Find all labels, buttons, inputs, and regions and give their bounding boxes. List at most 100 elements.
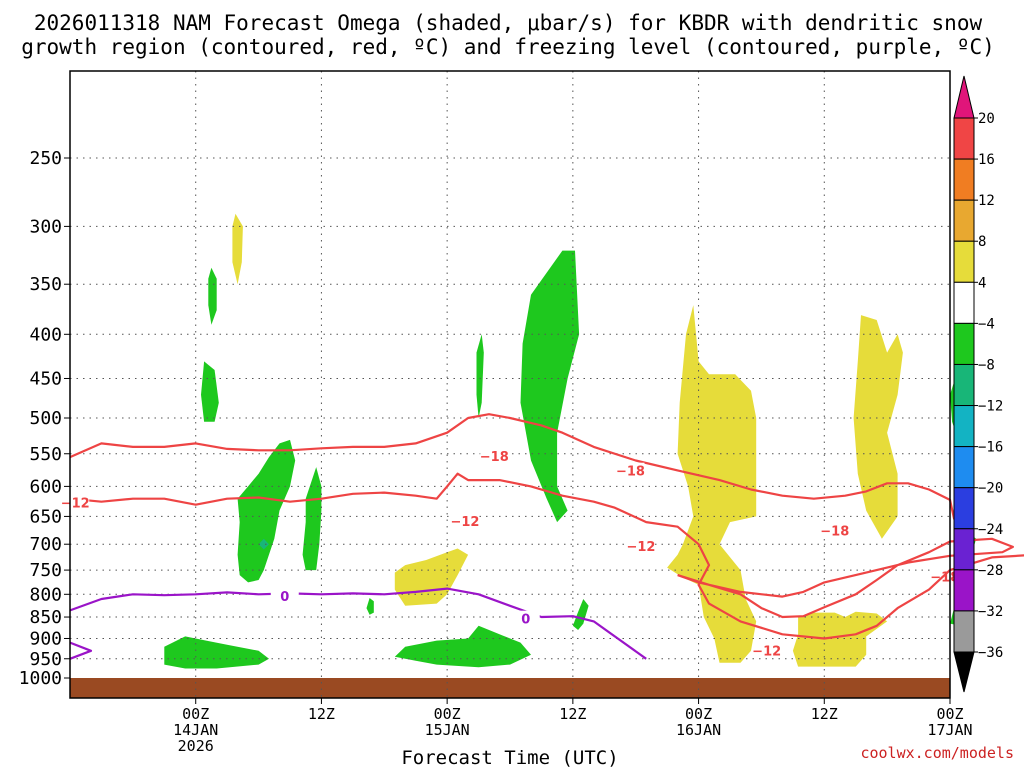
colorbar-label-10: −24: [978, 522, 1003, 538]
xtick-label-36-0: 12Z: [559, 705, 586, 723]
xtick-label-24-0: 00Z: [434, 705, 461, 723]
contour-label-bg-dgz-minus12-3: [752, 642, 781, 658]
contour-label-dgz-minus12-3: −12: [752, 645, 781, 660]
colorbar-bin-2: [953, 158, 975, 201]
contour-label-bg-dgz-minus18-2: [820, 522, 849, 538]
y-axis: 2503003504004505005506006507007508008509…: [19, 148, 70, 689]
colorbar-label-1: 16: [978, 152, 995, 168]
colorbar-bin-11: [953, 528, 975, 571]
contour-label-bg-dgz-minus12-2: [626, 537, 655, 553]
xtick-label-60-0: 12Z: [811, 705, 838, 723]
contour-label-dgz-minus18-2: −18: [820, 525, 849, 540]
contour-label-bg-dgz-minus18-0: [480, 448, 509, 464]
colorbar-bin-7: [953, 363, 975, 407]
ytick-label-950: 950: [29, 649, 62, 670]
xtick-label-0-0: 00Z: [182, 705, 209, 723]
contour-freezing-level-edge: [69, 641, 93, 660]
colorbar-label-12: −32: [978, 604, 1003, 620]
ytick-label-1000: 1000: [19, 668, 62, 689]
shade-rising-4-8-low-t0: [164, 636, 269, 669]
contour-label-bg-freezing-level-0: [270, 588, 299, 604]
colorbar-bin-12: [953, 569, 975, 612]
shade-rising-4-8-t37: [572, 599, 589, 630]
shade-rising-4-8-t0-upper: [208, 267, 217, 325]
ytick-label-500: 500: [29, 408, 62, 429]
contour-label-dgz-minus18-0: −18: [480, 450, 509, 465]
plot-frame: [69, 70, 951, 699]
xtick-label-0-2: 2026: [178, 737, 214, 755]
ytick-label-400: 400: [29, 324, 62, 345]
ytick-label-600: 600: [29, 476, 62, 497]
contour-label-dgz-minus12-0: −12: [61, 496, 90, 511]
contour-label-freezing-level-1: 0: [521, 613, 530, 628]
credit-text: coolwx.com/models: [860, 744, 1014, 762]
shade-sinking-4-8-t0: [232, 213, 243, 285]
colorbar-bin-10: [953, 487, 975, 530]
colorbar-label-5: −4: [978, 316, 995, 332]
colorbar-bin-13: [953, 610, 975, 653]
ytick-label-800: 800: [29, 584, 62, 605]
colorbar-bin-9: [953, 446, 975, 489]
xtick-label-24-1: 15JAN: [425, 721, 470, 739]
shade-rising-4-8-t0-mid: [201, 361, 219, 422]
colorbar-bin-1: [953, 117, 975, 160]
contour-label-bg-freezing-level-1: [511, 610, 540, 626]
shade-rising-4-8-t30-mid: [476, 334, 484, 418]
colorbar-label-8: −16: [978, 440, 1003, 456]
colorbar: 20 16 12 8 4 −4 −8 −12 −16 −20 −24 −28 −32 −36: [953, 75, 1003, 693]
colorbar-top-arrow: [953, 75, 975, 119]
colorbar-label-9: −20: [978, 481, 1003, 497]
shade-rising-4-8-t6: [237, 439, 296, 583]
chart-title-line1: 2026011318 NAM Forecast Omega (shaded, μ…: [34, 11, 983, 35]
ytick-label-650: 650: [29, 506, 62, 527]
grid-lines: [70, 71, 951, 698]
xtick-label-0-1: 14JAN: [173, 721, 218, 739]
xtick-label-72-1: 17JAN: [927, 721, 972, 739]
ytick-label-350: 350: [29, 274, 62, 295]
xtick-label-12-0: 12Z: [308, 705, 335, 723]
shade-rising-12-t6: [258, 538, 269, 550]
colorbar-label-4: 4: [978, 275, 986, 291]
shade-rising-4-8-t17: [366, 598, 374, 615]
colorbar-bin-5: [953, 281, 975, 324]
contour-label-dgz-minus12-2: −12: [626, 540, 655, 555]
shade-sinking-4-8-t48: [667, 305, 757, 663]
shade-sinking-4-8-t60-low: [792, 611, 888, 667]
ytick-label-750: 750: [29, 560, 62, 581]
omega-shading: [164, 213, 977, 669]
contour-freezing-level: [69, 587, 647, 660]
colorbar-bin-4: [953, 240, 975, 283]
colorbar-bin-6: [953, 322, 975, 365]
colorbar-label-0: 20: [978, 111, 995, 127]
ytick-label-450: 450: [29, 368, 62, 389]
colorbar-bin-3: [953, 199, 975, 242]
colorbar-bottom-arrow: [953, 651, 975, 693]
contour-dgz-minus12: [69, 472, 1024, 640]
contour-label-freezing-level-0: 0: [280, 590, 289, 605]
ytick-label-550: 550: [29, 444, 62, 465]
shade-rising-4-8-t34: [520, 250, 580, 523]
ytick-label-700: 700: [29, 534, 62, 555]
contour-label-dgz-minus12-1: −12: [450, 515, 479, 530]
xtick-label-48-0: 00Z: [685, 705, 712, 723]
ytick-label-250: 250: [29, 148, 62, 169]
contour-label-bg-dgz-minus12-1: [450, 513, 479, 529]
terrain-band: [70, 678, 950, 698]
shade-rising-4-8-t30-low: [394, 625, 531, 668]
contour-dgz-minus18: [69, 413, 956, 520]
colorbar-label-7: −12: [978, 399, 1003, 415]
contour-label-bg-dgz-minus18-1: [616, 462, 645, 478]
xtick-label-72-0: 00Z: [936, 705, 963, 723]
colorbar-bin-8: [953, 405, 975, 448]
ytick-label-850: 850: [29, 607, 62, 628]
xtick-label-48-1: 16JAN: [676, 721, 721, 739]
shade-rising-4-8-t12: [302, 467, 322, 571]
chart-title-line2: growth region (contoured, red, ºC) and f…: [21, 35, 995, 59]
contour-label-dgz-minus18-1: −18: [616, 465, 645, 480]
contour-label-bg-dgz-minus12-0: [61, 494, 90, 510]
colorbar-label-13: −36: [978, 645, 1003, 661]
ytick-label-900: 900: [29, 628, 62, 649]
colorbar-label-2: 12: [978, 193, 995, 209]
